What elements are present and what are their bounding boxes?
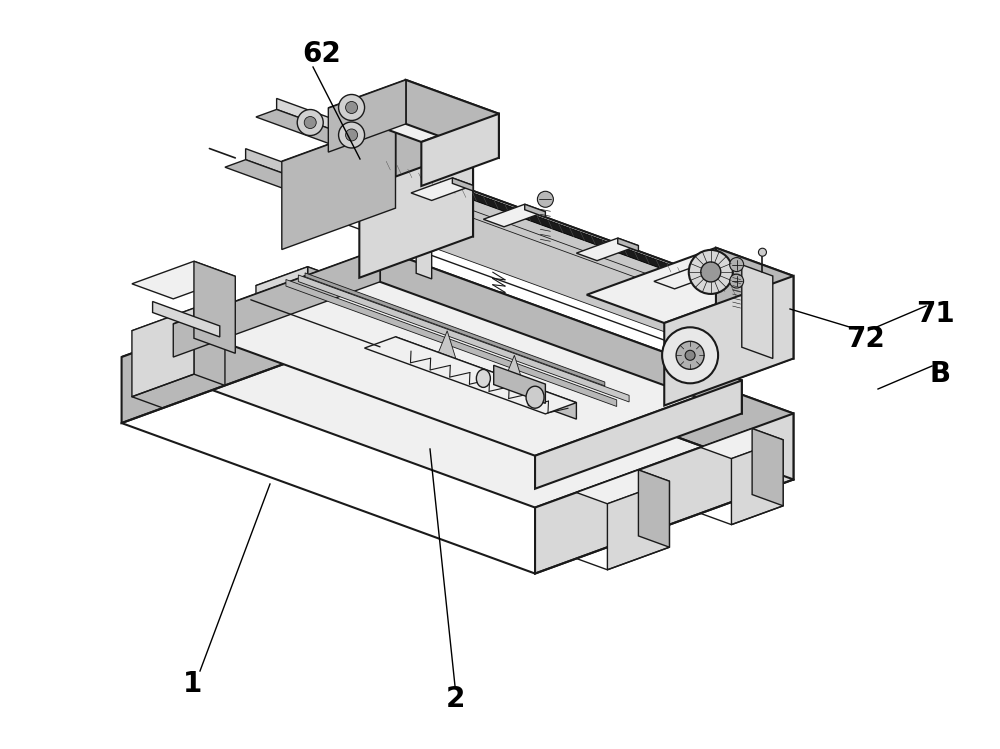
Text: B: B xyxy=(929,360,951,388)
Text: 71: 71 xyxy=(916,300,954,328)
Polygon shape xyxy=(494,366,545,404)
Polygon shape xyxy=(535,413,793,574)
Polygon shape xyxy=(282,120,473,189)
Circle shape xyxy=(701,262,721,282)
Polygon shape xyxy=(587,248,793,323)
Polygon shape xyxy=(607,481,669,570)
Polygon shape xyxy=(359,148,473,278)
Polygon shape xyxy=(132,308,194,397)
Polygon shape xyxy=(308,267,339,344)
Polygon shape xyxy=(383,166,739,340)
Polygon shape xyxy=(225,160,364,210)
Polygon shape xyxy=(282,120,396,249)
Polygon shape xyxy=(386,161,753,302)
Circle shape xyxy=(676,342,704,369)
Polygon shape xyxy=(333,155,762,312)
Polygon shape xyxy=(396,337,576,419)
Polygon shape xyxy=(576,470,669,504)
Polygon shape xyxy=(173,249,380,357)
Circle shape xyxy=(304,117,316,129)
Polygon shape xyxy=(132,261,235,299)
Ellipse shape xyxy=(526,386,544,408)
Polygon shape xyxy=(716,248,793,359)
Polygon shape xyxy=(618,238,638,251)
Text: 72: 72 xyxy=(846,325,884,353)
Polygon shape xyxy=(246,148,364,203)
Text: 62: 62 xyxy=(303,40,341,68)
Polygon shape xyxy=(194,308,225,386)
Polygon shape xyxy=(576,238,638,261)
Polygon shape xyxy=(256,109,370,151)
Polygon shape xyxy=(298,275,629,402)
Polygon shape xyxy=(364,337,576,414)
Polygon shape xyxy=(411,178,473,201)
Text: 2: 2 xyxy=(445,685,465,713)
Polygon shape xyxy=(742,264,773,359)
Polygon shape xyxy=(173,249,742,455)
Polygon shape xyxy=(700,428,783,458)
Polygon shape xyxy=(525,204,545,217)
Polygon shape xyxy=(499,391,538,405)
Polygon shape xyxy=(406,80,499,158)
Circle shape xyxy=(346,129,358,141)
Polygon shape xyxy=(432,331,463,380)
Polygon shape xyxy=(695,267,716,279)
Polygon shape xyxy=(256,267,308,351)
Polygon shape xyxy=(333,170,721,312)
Circle shape xyxy=(537,191,553,207)
Circle shape xyxy=(685,351,695,360)
Circle shape xyxy=(758,248,766,256)
Polygon shape xyxy=(380,263,793,479)
Circle shape xyxy=(339,122,365,148)
Polygon shape xyxy=(286,279,617,407)
Polygon shape xyxy=(499,355,530,405)
Circle shape xyxy=(297,109,323,136)
Polygon shape xyxy=(654,267,716,289)
Circle shape xyxy=(662,327,718,383)
Polygon shape xyxy=(535,380,742,489)
Polygon shape xyxy=(153,302,220,337)
Polygon shape xyxy=(277,98,370,143)
Polygon shape xyxy=(328,80,499,142)
Circle shape xyxy=(730,274,744,288)
Polygon shape xyxy=(305,273,605,386)
Polygon shape xyxy=(357,176,713,350)
Polygon shape xyxy=(132,308,225,342)
Polygon shape xyxy=(256,267,339,297)
Polygon shape xyxy=(396,120,473,237)
Polygon shape xyxy=(416,234,432,279)
Polygon shape xyxy=(731,440,783,524)
Ellipse shape xyxy=(476,369,490,387)
Polygon shape xyxy=(328,80,406,152)
Polygon shape xyxy=(375,155,762,346)
Polygon shape xyxy=(421,114,499,186)
Circle shape xyxy=(346,101,358,114)
Polygon shape xyxy=(638,470,669,548)
Circle shape xyxy=(689,250,733,294)
Polygon shape xyxy=(452,178,473,191)
Polygon shape xyxy=(367,172,724,346)
Circle shape xyxy=(730,258,744,272)
Polygon shape xyxy=(122,263,380,423)
Text: 1: 1 xyxy=(182,670,202,698)
Polygon shape xyxy=(380,249,742,413)
Polygon shape xyxy=(752,428,783,506)
Polygon shape xyxy=(483,204,545,227)
Polygon shape xyxy=(664,276,793,405)
Polygon shape xyxy=(194,261,235,354)
Polygon shape xyxy=(122,263,793,508)
Polygon shape xyxy=(432,366,470,380)
Circle shape xyxy=(339,94,365,121)
